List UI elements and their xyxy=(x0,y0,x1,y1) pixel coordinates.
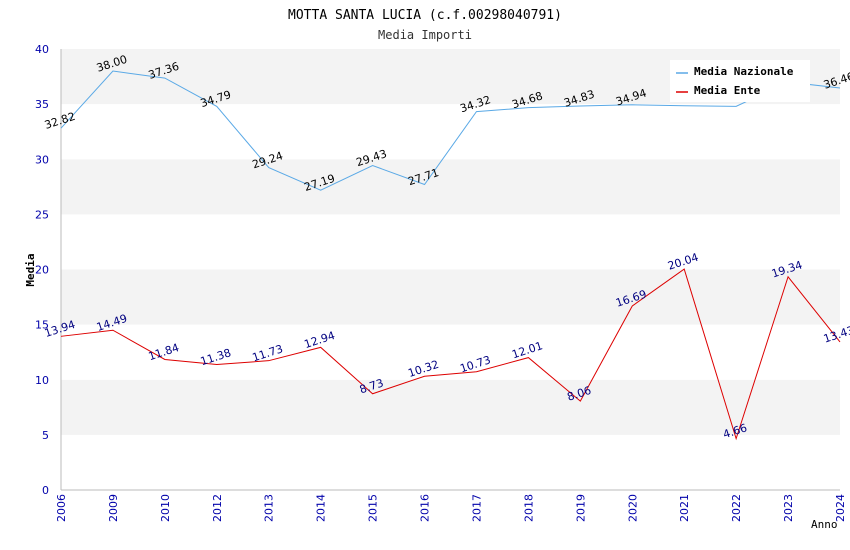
x-tick-label: 2014 xyxy=(315,494,328,522)
legend-label-nazionale: Media Nazionale xyxy=(694,65,794,78)
grid-band xyxy=(61,434,840,490)
y-axis-label: Media xyxy=(24,253,37,286)
grid-band xyxy=(61,214,840,270)
axes xyxy=(60,49,840,491)
y-tick-label: 15 xyxy=(35,319,49,332)
series-line-media-nazionale xyxy=(60,70,841,191)
chart-title: MOTTA SANTA LUCIA (c.f.00298040791) xyxy=(288,8,562,23)
x-axis-label: Anno xyxy=(811,518,838,531)
x-tick-label: 2022 xyxy=(730,494,743,522)
grid-band xyxy=(61,269,840,325)
y-tick-labels: 0 5 10 15 20 25 30 35 40 xyxy=(35,43,49,497)
grid-band xyxy=(61,159,840,215)
y-tick-label: 20 xyxy=(35,264,49,277)
grid-band xyxy=(61,379,840,435)
x-tick-label: 2009 xyxy=(107,494,120,522)
legend: Media Nazionale Media Ente xyxy=(670,60,810,102)
x-tick-label: 2013 xyxy=(263,494,276,522)
x-tick-label: 2017 xyxy=(470,494,483,522)
y-tick-label: 5 xyxy=(42,429,49,442)
chart-subtitle: Media Importi xyxy=(378,28,472,42)
grid-bands xyxy=(61,49,840,490)
grid-band xyxy=(61,104,840,160)
x-tick-labels: 2006 2009 2010 2012 2013 2014 2015 2016 2017 2018… xyxy=(55,494,847,522)
y-tick-label: 10 xyxy=(35,374,49,387)
series-lines xyxy=(60,70,841,441)
y-tick-label: 25 xyxy=(35,208,49,221)
y-tick-label: 40 xyxy=(35,43,49,56)
x-tick-label: 2016 xyxy=(419,494,432,522)
x-tick-label: 2021 xyxy=(678,494,691,522)
x-tick-label: 2015 xyxy=(367,494,380,522)
x-tick-label: 2020 xyxy=(626,494,639,522)
x-tick-label: 2012 xyxy=(211,494,224,522)
y-tick-label: 0 xyxy=(42,484,49,497)
y-tick-label: 30 xyxy=(35,153,49,166)
x-tick-label: 2019 xyxy=(574,494,587,522)
series-line-media-ente xyxy=(60,268,841,441)
x-tick-label: 2018 xyxy=(522,494,535,522)
y-tick-label: 35 xyxy=(35,98,49,111)
x-tick-label: 2023 xyxy=(782,494,795,522)
x-tick-label: 2006 xyxy=(55,494,68,522)
x-tick-label: 2010 xyxy=(159,494,172,522)
legend-label-ente: Media Ente xyxy=(694,84,761,97)
legend-box xyxy=(670,60,810,102)
x-tick-label: 2024 xyxy=(834,494,847,522)
